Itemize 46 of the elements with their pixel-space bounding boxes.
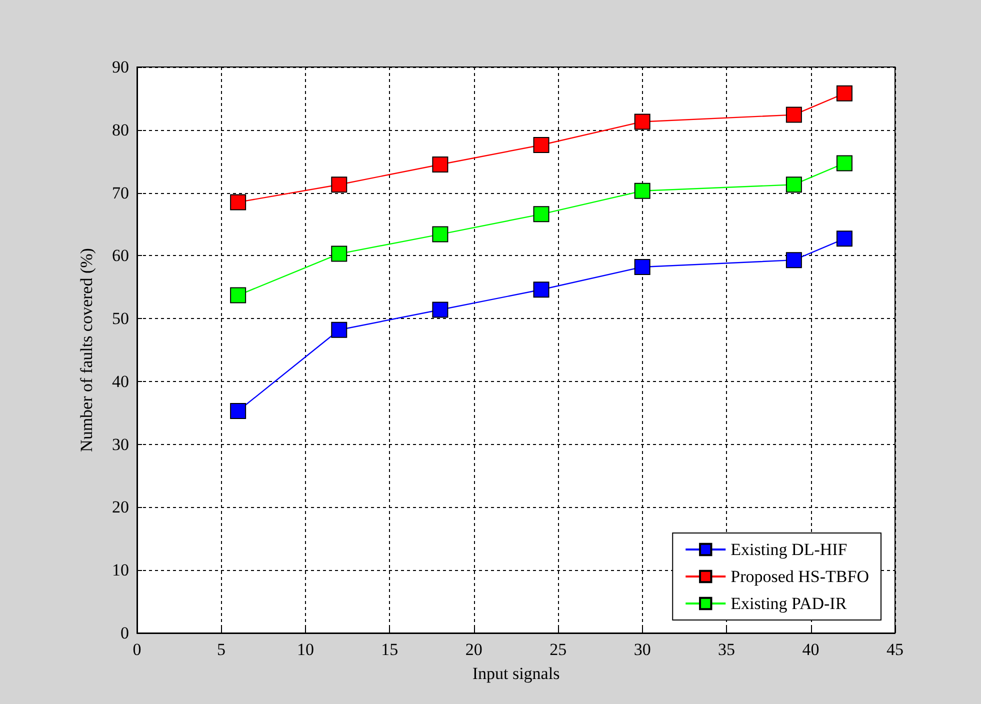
x-tick-label: 35	[718, 640, 736, 659]
point	[533, 282, 550, 298]
x-tick-label: 20	[465, 640, 482, 659]
y-tick-label: 10	[112, 560, 129, 580]
y-tick-label: 40	[112, 372, 129, 391]
x-tick-label: 15	[381, 640, 398, 659]
point	[230, 194, 246, 210]
point	[634, 258, 650, 275]
y-tick-label: 60	[112, 246, 129, 266]
x-tick-label: 5	[216, 640, 226, 659]
point	[331, 176, 348, 193]
point	[836, 155, 852, 172]
x-tick-label: 40	[802, 640, 820, 659]
point	[432, 226, 448, 242]
y-tick-label: 90	[112, 58, 129, 76]
point	[432, 302, 448, 318]
x-tick-label: 30	[634, 640, 651, 659]
y-tick-label: 30	[112, 434, 129, 454]
x-tick-label: 0	[132, 640, 142, 659]
point	[331, 322, 348, 338]
point	[786, 252, 802, 268]
point	[786, 176, 802, 193]
point	[533, 206, 550, 222]
point	[331, 246, 348, 262]
x-axis-title: Input signals	[472, 664, 560, 683]
y-axis-title: Number of faults covered (%)	[77, 248, 96, 452]
legend-label: Proposed HS-TBFO	[730, 567, 869, 586]
y-tick-label: 80	[112, 120, 129, 140]
point	[533, 136, 550, 153]
y-tick-label: 0	[120, 624, 129, 642]
point	[432, 156, 448, 172]
x-tick-label: 25	[550, 640, 567, 659]
point	[230, 287, 246, 304]
y-tick-label: 70	[112, 183, 129, 202]
point	[836, 85, 852, 102]
x-tick-label: 45	[886, 640, 904, 659]
point	[634, 114, 650, 130]
legend-label: Existing DL-HIF	[730, 540, 848, 559]
point	[836, 230, 852, 247]
point	[786, 106, 802, 123]
legend-label: Existing PAD-IR	[730, 594, 848, 613]
point	[230, 403, 246, 419]
y-tick-label: 50	[112, 309, 129, 328]
point	[634, 182, 650, 199]
y-tick-label: 20	[112, 498, 129, 517]
x-tick-label: 10	[296, 640, 314, 659]
